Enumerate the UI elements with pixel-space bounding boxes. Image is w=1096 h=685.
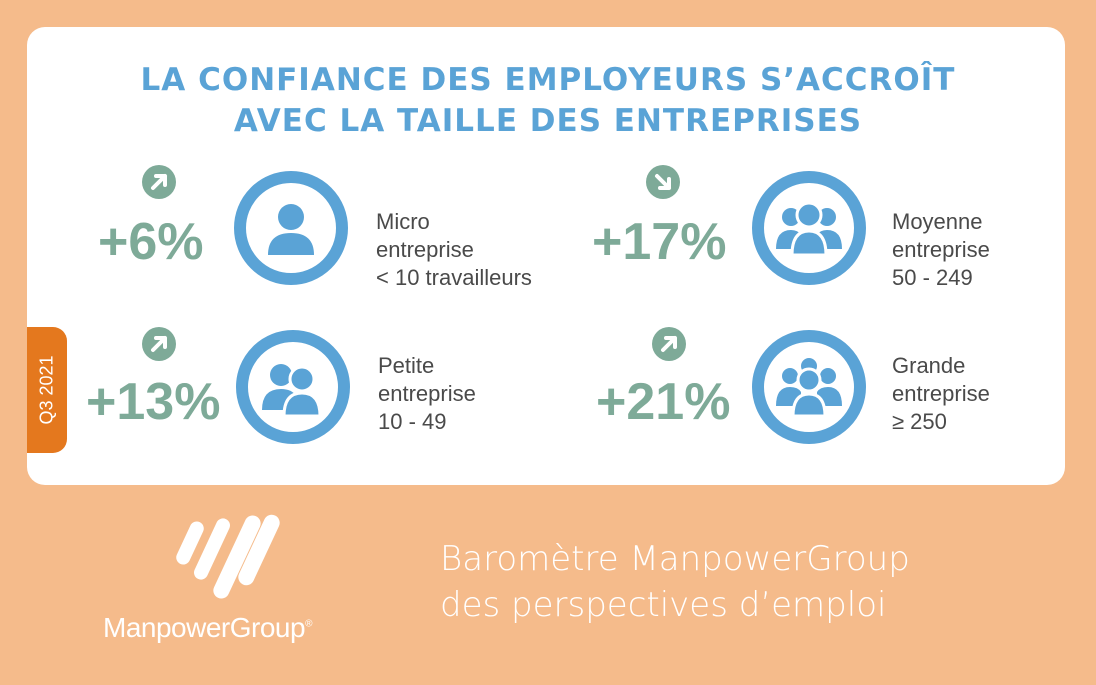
manpowergroup-logo-icon bbox=[103, 512, 353, 652]
crowd-icon bbox=[752, 330, 866, 444]
label-micro-line-1: Micro bbox=[376, 209, 430, 234]
title-line-1: LA CONFIANCE DES EMPLOYEURS S’ACCROÎT bbox=[140, 62, 956, 98]
barometer-line-2: des perspectives d’emploi bbox=[440, 585, 887, 625]
label-grande-line-1: Grande bbox=[892, 353, 966, 378]
percent-value-micro: +6% bbox=[98, 213, 204, 271]
label-grande-line-3: ≥ 250 bbox=[892, 409, 947, 434]
label-grande-line-2: entreprise bbox=[892, 381, 990, 406]
brand-name: ManpowerGroup® bbox=[103, 612, 363, 644]
label-moyenne-line-1: Moyenne bbox=[892, 209, 983, 234]
percent-value-moyenne: +17% bbox=[592, 213, 727, 271]
label-moyenne: Moyenne entreprise 50 - 249 bbox=[892, 208, 990, 292]
title-line-2: AVEC LA TAILLE DES ENTREPRISES bbox=[233, 103, 863, 139]
registered-mark: ® bbox=[305, 618, 312, 630]
percent-value-grande: +21% bbox=[596, 373, 731, 431]
label-moyenne-line-2: entreprise bbox=[892, 237, 990, 262]
quarter-label: Q3 2021 bbox=[36, 355, 57, 425]
barometer-caption: Baromètre ManpowerGroup des perspectives… bbox=[440, 536, 910, 628]
infographic-card bbox=[27, 27, 1065, 485]
label-micro-line-2: entreprise bbox=[376, 237, 474, 262]
trend-up-arrow-icon bbox=[142, 327, 176, 361]
infographic-title: LA CONFIANCE DES EMPLOYEURS S’ACCROÎT AV… bbox=[0, 60, 1096, 142]
quarter-tab: Q3 2021 bbox=[27, 327, 67, 453]
label-petite-line-2: entreprise bbox=[378, 381, 476, 406]
label-micro-line-3: < 10 travailleurs bbox=[376, 265, 532, 290]
label-grande: Grande entreprise ≥ 250 bbox=[892, 352, 990, 436]
group-of-people-icon bbox=[752, 171, 866, 285]
trend-up-arrow-icon bbox=[652, 327, 686, 361]
percent-value-petite: +13% bbox=[86, 373, 221, 431]
label-petite: Petite entreprise 10 - 49 bbox=[378, 352, 476, 436]
label-petite-line-3: 10 - 49 bbox=[378, 409, 447, 434]
label-petite-line-1: Petite bbox=[378, 353, 435, 378]
single-person-icon bbox=[234, 171, 348, 285]
label-micro: Micro entreprise < 10 travailleurs bbox=[376, 208, 532, 292]
brand-name-text: ManpowerGroup bbox=[103, 612, 306, 643]
trend-up-arrow-icon bbox=[142, 165, 176, 199]
trend-down-arrow-icon bbox=[646, 165, 680, 199]
barometer-line-1: Baromètre ManpowerGroup bbox=[440, 539, 910, 579]
two-people-icon bbox=[236, 330, 350, 444]
label-moyenne-line-3: 50 - 249 bbox=[892, 265, 973, 290]
